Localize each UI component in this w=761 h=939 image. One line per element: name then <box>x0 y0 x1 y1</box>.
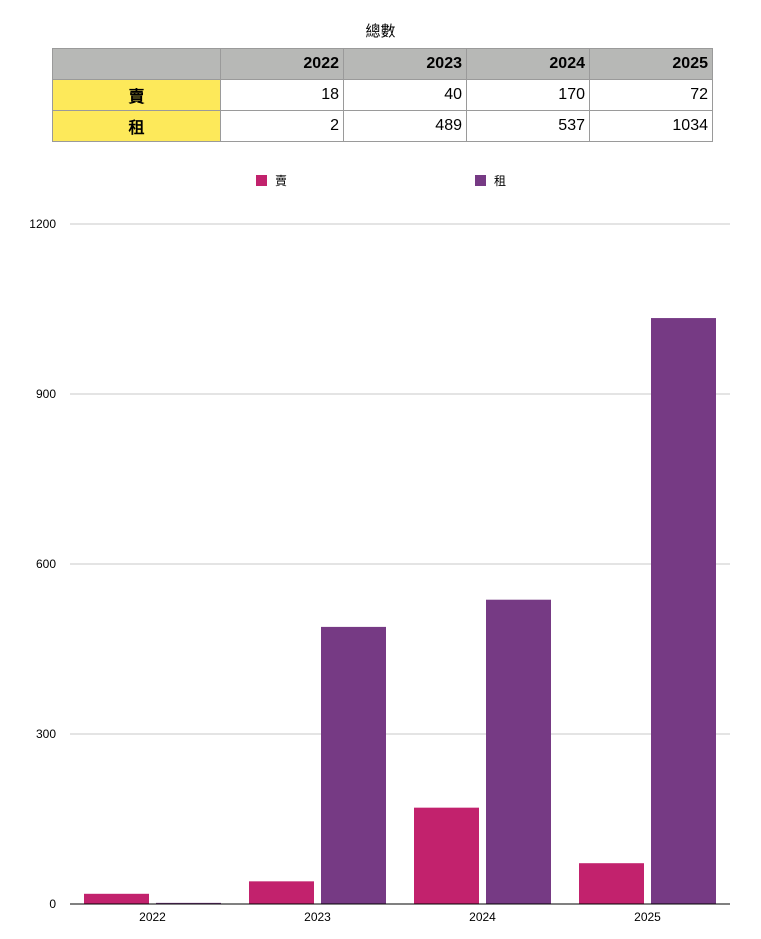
table-column-header: 2022 <box>220 48 344 80</box>
chart-title: 總數 <box>365 22 396 40</box>
table-corner-cell <box>52 48 221 80</box>
legend-label: 賣 <box>275 174 288 188</box>
bar <box>579 863 644 904</box>
legend-swatch <box>256 175 267 186</box>
bar <box>321 626 386 904</box>
table-row-header: 賣 <box>52 79 221 111</box>
legend-item: 賣 <box>256 172 287 189</box>
x-tick-label: 2023 <box>304 910 331 924</box>
table-column-header: 2024 <box>466 48 590 80</box>
bar <box>414 807 479 904</box>
x-tick-label: 2025 <box>634 910 661 924</box>
bar <box>156 902 221 904</box>
y-tick-label: 600 <box>36 557 56 571</box>
chart-legend: 賣 租 <box>0 172 761 188</box>
bar <box>486 599 551 904</box>
table-cell: 170 <box>466 79 590 111</box>
table-column-header: 2025 <box>589 48 713 80</box>
table-row-header: 租 <box>52 110 221 142</box>
table-row: 租 2 489 537 1034 <box>52 110 713 142</box>
table-column-header: 2023 <box>343 48 467 80</box>
table-cell: 40 <box>343 79 467 111</box>
table-cell: 1034 <box>589 110 713 142</box>
legend-label: 租 <box>494 174 507 188</box>
bar <box>651 318 716 904</box>
x-tick-label: 2022 <box>139 910 166 924</box>
y-tick-label: 0 <box>49 897 56 911</box>
table-cell: 18 <box>220 79 344 111</box>
bar <box>84 893 149 904</box>
table-cell: 2 <box>220 110 344 142</box>
bar <box>249 881 314 904</box>
table-cell: 72 <box>589 79 713 111</box>
legend-item: 租 <box>475 172 506 189</box>
y-tick-label: 300 <box>36 727 56 741</box>
table-cell: 537 <box>466 110 590 142</box>
legend-swatch <box>475 175 486 186</box>
bar-chart: 0 300 600 900 1200 2022 2023 2024 2025 <box>29 217 730 924</box>
table-cell: 489 <box>343 110 467 142</box>
data-table: 2022 2023 2024 2025 賣 18 40 170 72 租 2 4… <box>52 48 713 142</box>
table-row: 賣 18 40 170 72 <box>52 79 713 111</box>
table-header-row: 2022 2023 2024 2025 <box>52 48 713 80</box>
x-tick-label: 2024 <box>469 910 496 924</box>
y-tick-label: 1200 <box>29 217 56 231</box>
y-tick-label: 900 <box>36 387 56 401</box>
